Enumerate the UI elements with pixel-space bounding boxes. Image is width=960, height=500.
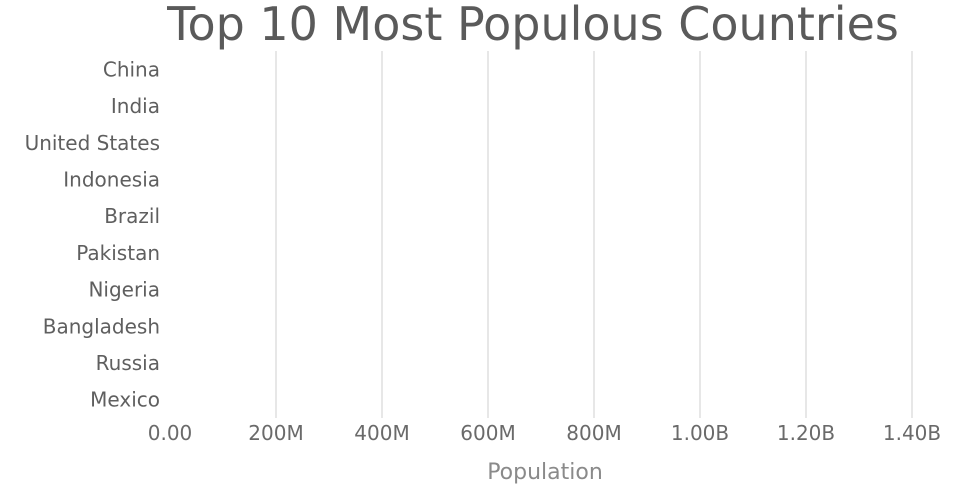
x-axis-ticks: 0.00 200M 400M 600M 800M 1.00B 1.20B 1.40B [148,421,941,445]
x-tick-label: 0.00 [148,421,193,445]
y-category-label: United States [25,131,160,155]
y-category-label: Bangladesh [43,314,160,338]
y-category-label: Indonesia [63,167,160,191]
x-tick-label: 1.20B [777,421,835,445]
x-tick-label: 800M [566,421,621,445]
chart-title: Top 10 Most Populous Countries [166,0,899,51]
y-axis-labels: China India United States Indonesia Brazil Pa… [25,57,160,411]
y-category-label: Pakistan [76,241,160,265]
x-tick-label: 200M [248,421,303,445]
y-category-label: Mexico [90,388,160,412]
x-tick-label: 1.40B [883,421,941,445]
y-category-label: China [103,57,160,81]
y-category-label: India [111,94,160,118]
x-axis-title: Population [487,460,603,485]
grid-lines [275,51,913,418]
y-category-label: Brazil [104,204,160,228]
x-tick-label: 1.00B [671,421,729,445]
x-tick-label: 400M [354,421,409,445]
y-category-label: Nigeria [88,278,160,302]
x-tick-label: 600M [460,421,515,445]
y-category-label: Russia [96,351,160,375]
